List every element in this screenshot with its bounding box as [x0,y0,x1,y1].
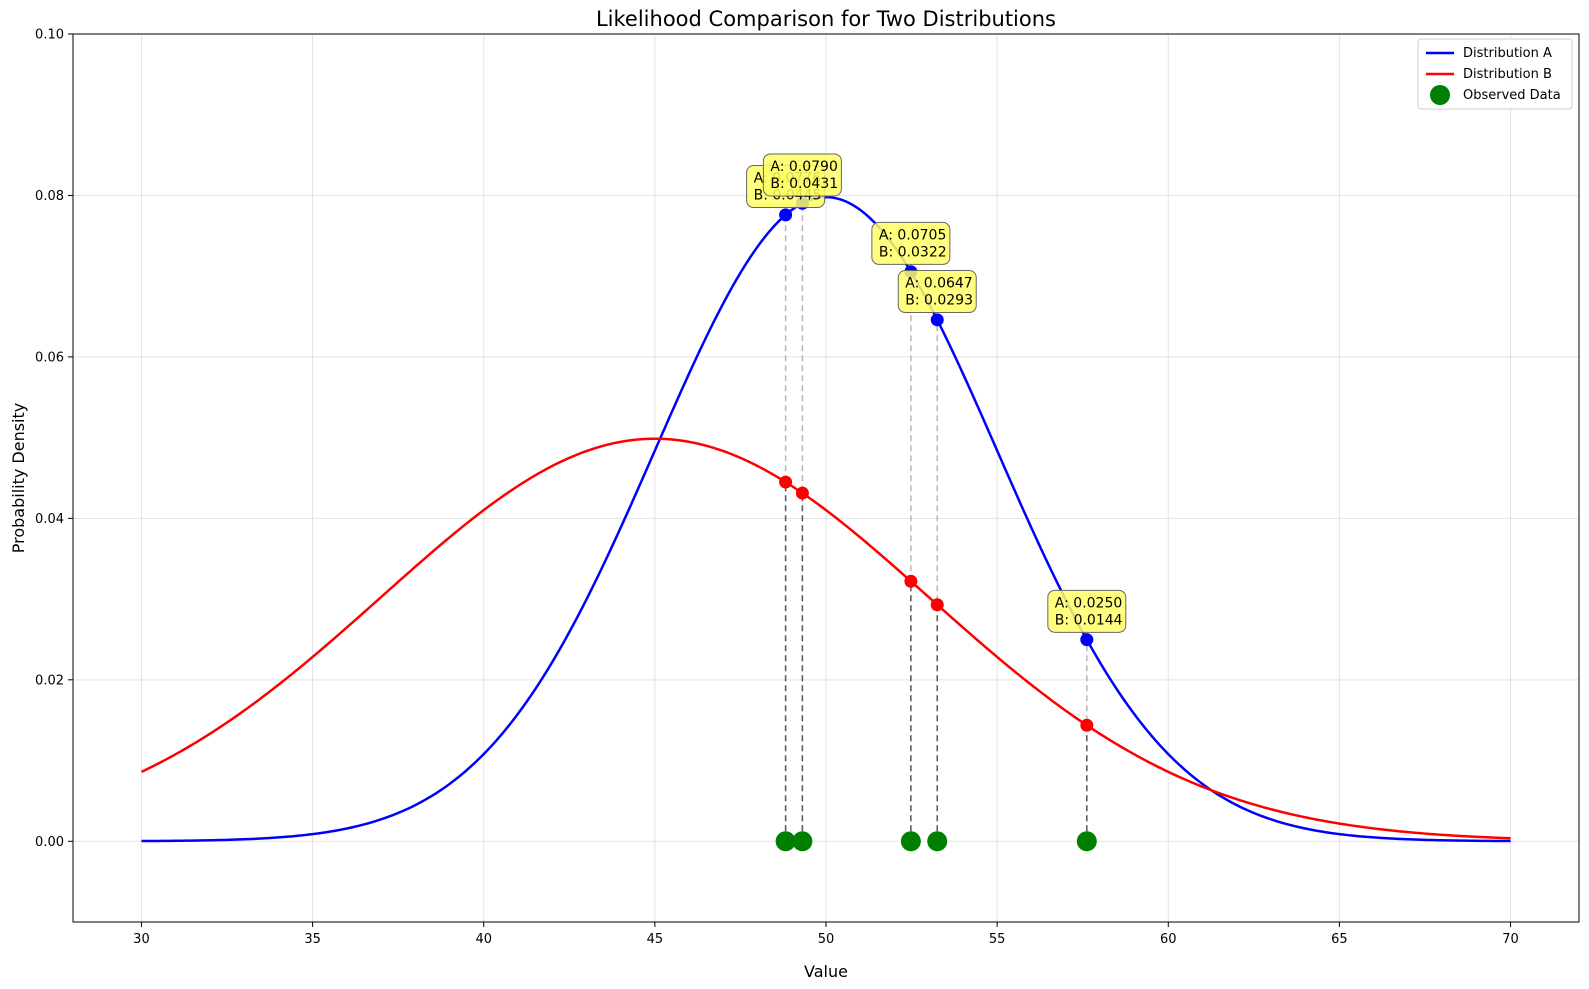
observed-data-point [900,831,921,852]
series-layer [140,195,1511,852]
x-axis-label: Value [804,962,848,981]
annotation-box [1047,589,1127,633]
annotation-text-b: B: 0.0144 [1055,612,1123,628]
y-tick-label: 0.04 [35,512,64,527]
observed-data-point [792,831,813,852]
x-tick-label: 70 [1502,932,1519,947]
annotation-box [897,270,977,314]
annotation-text-a: A: 0.0647 [905,276,972,292]
observed-data-point [775,831,796,852]
chart-title: Likelihood Comparison for Two Distributi… [596,7,1056,31]
x-tick-label: 35 [304,932,321,947]
annotation-box [762,153,842,197]
x-tick-label: 55 [989,932,1006,947]
axis-ticks: 30 35 40 45 50 55 60 65 70 0.00 0.02 0.04 0.06 0.08 0.… [35,28,1519,948]
annotation-text-a: A: 0.0705 [879,227,946,243]
likelihood-point-b [904,574,918,588]
annotation-box [871,221,951,265]
y-tick-label: 0.02 [35,673,64,688]
likelihood-point-b [930,598,944,612]
likelihood-point-b [795,486,809,500]
series-distribution-a-line [141,195,1511,843]
legend-label-observed: Observed Data [1463,88,1561,103]
series-distribution-b-line [140,437,1511,840]
x-tick-label: 60 [1160,932,1177,947]
x-tick-label: 50 [818,932,835,947]
x-tick-label: 45 [647,932,664,947]
annotation-text-b: B: 0.0293 [905,293,973,309]
annotation-text-a: A: 0.0790 [770,159,837,175]
x-tick-label: 40 [475,932,492,947]
likelihood-point-a [1080,633,1094,647]
annotation-text-a: A: 0.0250 [1055,595,1122,611]
y-tick-label: 0.00 [35,835,64,850]
legend-label-distribution-b: Distribution B [1463,67,1552,82]
likelihood-point-a [779,208,793,222]
x-tick-label: 30 [133,932,150,947]
legend: Distribution A Distribution B Observed D… [1417,38,1573,110]
observed-data-point [927,831,948,852]
legend-label-distribution-a: Distribution A [1463,46,1552,61]
y-axis-label: Probability Density [9,403,28,554]
legend-box [1417,38,1573,110]
likelihood-point-b [779,475,793,489]
y-tick-label: 0.08 [35,189,64,204]
y-tick-label: 0.10 [35,28,64,43]
annotation-text-b: B: 0.0431 [770,176,838,192]
legend-marker-observed [1430,85,1450,105]
likelihood-point-b [1080,718,1094,732]
likelihood-point-a [930,313,944,327]
annotation-text-b: B: 0.0322 [879,244,947,260]
y-tick-label: 0.06 [35,350,64,365]
observed-data-point [1076,831,1097,852]
x-tick-label: 65 [1331,932,1348,947]
